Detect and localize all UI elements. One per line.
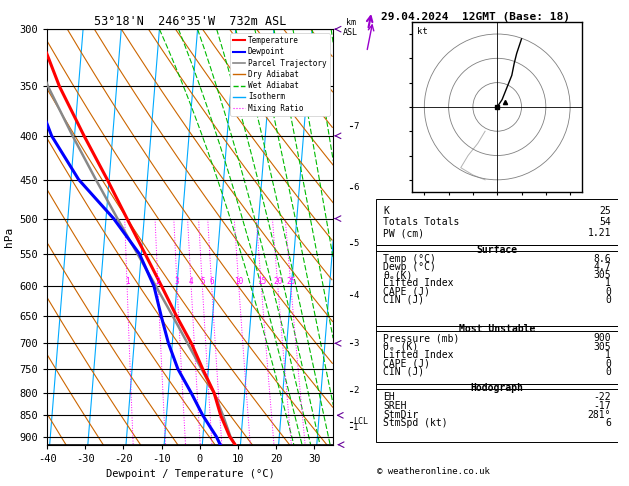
Text: SREH: SREH	[384, 401, 407, 411]
Text: 54: 54	[599, 217, 611, 227]
Text: 0: 0	[605, 287, 611, 296]
Text: 3: 3	[175, 277, 179, 286]
Text: 5: 5	[353, 239, 359, 248]
Text: 2: 2	[155, 277, 160, 286]
Text: kt: kt	[417, 27, 428, 36]
Text: θₑ (K): θₑ (K)	[384, 342, 419, 351]
Text: 0: 0	[605, 367, 611, 377]
Text: 10: 10	[234, 277, 243, 286]
Text: 6: 6	[209, 277, 214, 286]
Text: 305: 305	[593, 270, 611, 280]
Text: 25: 25	[286, 277, 296, 286]
Text: 6: 6	[353, 183, 359, 192]
Text: Temp (°C): Temp (°C)	[384, 254, 437, 263]
Text: StmSpd (kt): StmSpd (kt)	[384, 418, 448, 429]
Text: K: K	[384, 206, 389, 216]
Y-axis label: hPa: hPa	[4, 227, 14, 247]
Text: Lifted Index: Lifted Index	[384, 278, 454, 288]
Text: -17: -17	[593, 401, 611, 411]
Text: 25: 25	[599, 206, 611, 216]
Text: 1: 1	[605, 278, 611, 288]
Text: 2: 2	[353, 386, 359, 395]
Text: 5: 5	[200, 277, 204, 286]
Text: km
ASL: km ASL	[343, 18, 358, 37]
Text: -22: -22	[593, 392, 611, 402]
Text: Pressure (mb): Pressure (mb)	[384, 333, 460, 343]
Text: CAPE (J): CAPE (J)	[384, 287, 430, 296]
Text: PW (cm): PW (cm)	[384, 228, 425, 238]
Bar	[376, 245, 618, 326]
Text: 1: 1	[605, 350, 611, 360]
Text: CIN (J): CIN (J)	[384, 295, 425, 305]
Text: 1: 1	[125, 277, 130, 286]
Text: Surface: Surface	[477, 245, 518, 255]
Text: 0: 0	[605, 359, 611, 368]
Text: EH: EH	[384, 392, 395, 402]
Text: 4: 4	[189, 277, 194, 286]
Text: 900: 900	[593, 333, 611, 343]
Text: 0: 0	[605, 295, 611, 305]
Text: 3: 3	[353, 339, 359, 348]
Text: 20: 20	[273, 277, 282, 286]
Text: 8.6: 8.6	[593, 254, 611, 263]
Text: 29.04.2024  12GMT (Base: 18): 29.04.2024 12GMT (Base: 18)	[381, 12, 569, 22]
Text: 7: 7	[353, 122, 359, 131]
X-axis label: Dewpoint / Temperature (°C): Dewpoint / Temperature (°C)	[106, 469, 275, 479]
Text: CIN (J): CIN (J)	[384, 367, 425, 377]
Text: 4.7: 4.7	[593, 262, 611, 272]
Text: LCL: LCL	[353, 417, 368, 426]
Text: © weatheronline.co.uk: © weatheronline.co.uk	[377, 467, 490, 476]
Text: 4: 4	[353, 291, 359, 300]
Text: θₑ(K): θₑ(K)	[384, 270, 413, 280]
Bar	[376, 199, 618, 245]
Text: 305: 305	[593, 342, 611, 351]
Text: 1: 1	[353, 423, 359, 432]
Text: 1.21: 1.21	[587, 228, 611, 238]
Text: 15: 15	[257, 277, 266, 286]
Text: 281°: 281°	[587, 410, 611, 419]
Bar	[376, 326, 618, 384]
Text: CAPE (J): CAPE (J)	[384, 359, 430, 368]
Text: 6: 6	[605, 418, 611, 429]
Bar	[376, 384, 618, 442]
Legend: Temperature, Dewpoint, Parcel Trajectory, Dry Adiabat, Wet Adiabat, Isotherm, Mi: Temperature, Dewpoint, Parcel Trajectory…	[230, 33, 330, 116]
Text: Dewp (°C): Dewp (°C)	[384, 262, 437, 272]
Text: StmDir: StmDir	[384, 410, 419, 419]
Text: Totals Totals: Totals Totals	[384, 217, 460, 227]
Text: Lifted Index: Lifted Index	[384, 350, 454, 360]
Title: 53°18'N  246°35'W  732m ASL: 53°18'N 246°35'W 732m ASL	[94, 15, 286, 28]
Text: Most Unstable: Most Unstable	[459, 325, 535, 334]
Text: Hodograph: Hodograph	[470, 382, 524, 393]
